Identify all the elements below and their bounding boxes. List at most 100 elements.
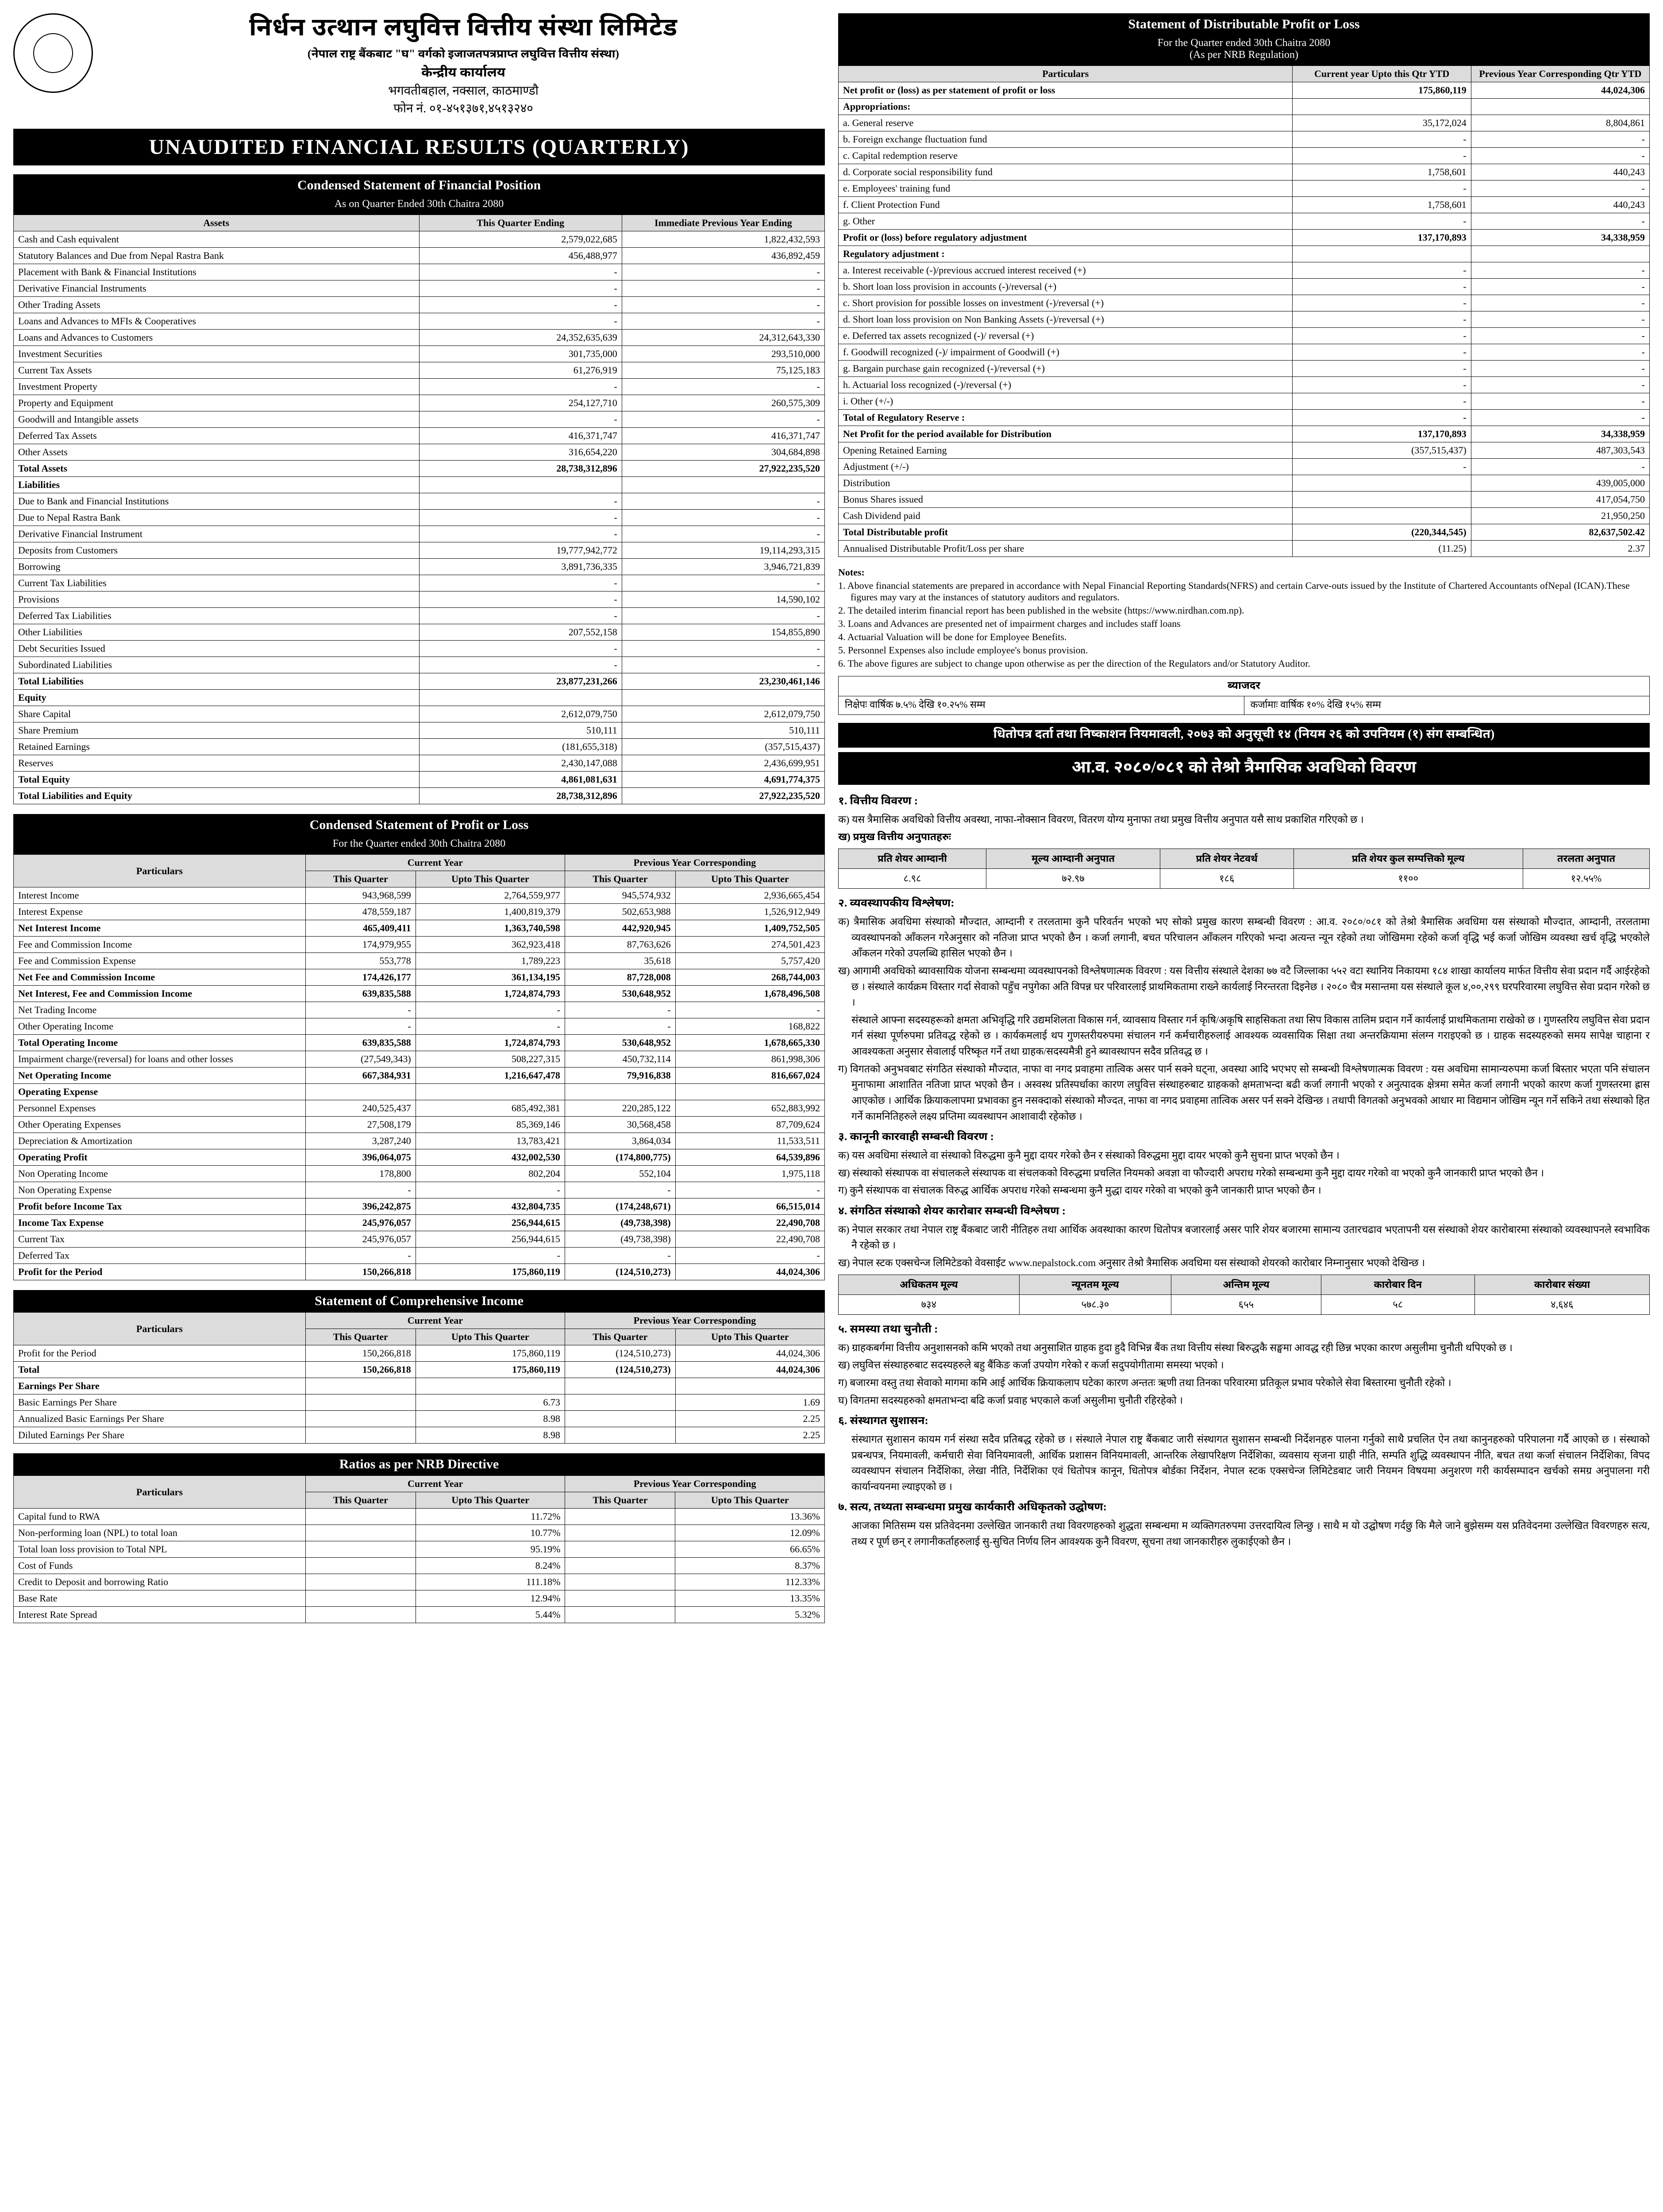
cell: 2,764,559,977 (416, 887, 565, 904)
table-row: Interest Income943,968,5992,764,559,9779… (14, 887, 825, 904)
cell: g. Other (839, 213, 1293, 230)
cell: - (1293, 311, 1471, 328)
dist-np-l: Net profit or (loss) as per statement of… (839, 82, 1293, 99)
table-row: Deferred Tax Liabilities-- (14, 608, 825, 624)
cell (305, 1607, 416, 1623)
cell: Other Assets (14, 444, 420, 461)
cell: - (1471, 262, 1649, 279)
cell: 1,724,874,793 (416, 986, 565, 1002)
dist-sub2-text: (As per NRB Regulation) (1190, 49, 1298, 61)
col-this-q: This Quarter Ending (419, 215, 622, 231)
ratio-tq2: This Quarter (565, 1492, 675, 1509)
table-row: b. Short loan loss provision in accounts… (839, 279, 1650, 295)
s3c: ग) कुनै संस्थापक वा संचालक विरुद्ध आर्थि… (838, 1183, 1650, 1198)
ratio-utq1: Upto This Quarter (416, 1492, 565, 1509)
cell: 667,384,931 (305, 1068, 416, 1084)
cell: Impairment charge/(reversal) for loans a… (14, 1051, 306, 1068)
table-row: Interest Expense478,559,1871,400,819,379… (14, 904, 825, 920)
cell: 1,678,496,508 (675, 986, 824, 1002)
cell: Net Operating Income (14, 1068, 306, 1084)
appr-header: Appropriations: (839, 99, 1293, 115)
cell: 87,709,624 (675, 1117, 824, 1133)
comp-table: Particulars Current Year Previous Year C… (13, 1312, 825, 1444)
ratio-header-cell: प्रति शेयर नेटवर्थ (1160, 849, 1293, 869)
cell: 13,783,421 (416, 1133, 565, 1149)
rate-header: ब्याजदर (839, 676, 1649, 696)
table-row: Opening Retained Earning(357,515,437)487… (839, 442, 1650, 459)
cell: - (305, 1248, 416, 1264)
table-row: Capital fund to RWA11.72%13.36% (14, 1509, 825, 1525)
cell: 8.98 (416, 1427, 565, 1444)
header: निर्धन उत्थान लघुवित्त वित्तीय संस्था लि… (13, 13, 825, 118)
share-value-cell: ७३४ (839, 1294, 1020, 1314)
table-row: i. Other (+/-)-- (839, 393, 1650, 410)
table-row: Current Tax Assets61,276,91975,125,183 (14, 362, 825, 379)
cell: Distribution (839, 475, 1293, 492)
total-assets-py: 27,922,235,520 (622, 461, 824, 477)
cell: 35,618 (565, 953, 675, 969)
cell: Profit for the Period (14, 1345, 306, 1362)
cell (305, 1509, 416, 1525)
cell: - (1293, 295, 1471, 311)
cell: - (419, 641, 622, 657)
cell: 220,285,122 (565, 1100, 675, 1117)
cell: 260,575,309 (622, 395, 824, 411)
table-row: b. Foreign exchange fluctuation fund-- (839, 131, 1650, 148)
cell: (124,510,273) (565, 1264, 675, 1280)
cell: 12.94% (416, 1590, 565, 1607)
s4h: ४. संगठित संस्थाको शेयर कारोबार सम्बन्धी… (838, 1203, 1650, 1220)
s1b: ख) प्रमुख वित्तीय अनुपातहरुः (838, 829, 1650, 845)
cell: - (1293, 131, 1471, 148)
cell: 13.35% (675, 1590, 825, 1607)
cell: - (565, 1018, 675, 1035)
s5d: घ) विगतमा सदस्यहरुको क्षमताभन्दा बढि कर्… (838, 1393, 1650, 1409)
note-item: 3. Loans and Advances are presented net … (838, 618, 1650, 630)
total-liab-py: 23,230,461,146 (622, 673, 824, 690)
cell: 254,127,710 (419, 395, 622, 411)
cell: Current Tax Liabilities (14, 575, 420, 591)
table-row: Deposits from Customers19,777,942,77219,… (14, 542, 825, 559)
cell: - (419, 280, 622, 297)
cell: Deferred Tax (14, 1248, 306, 1264)
cell: - (416, 1018, 565, 1035)
cell: Investment Property (14, 379, 420, 395)
comp-part: Particulars (14, 1313, 306, 1345)
cell: Non-performing loan (NPL) to total loan (14, 1525, 306, 1541)
share-header-cell: अन्तिम मूल्य (1171, 1275, 1321, 1294)
ann-l: Annualised Distributable Profit/Loss per… (839, 541, 1293, 557)
cell: 24,352,635,639 (419, 330, 622, 346)
netavail-2: 34,338,959 (1471, 426, 1649, 442)
table-row: f. Client Protection Fund1,758,601440,24… (839, 197, 1650, 213)
cell: 5,757,420 (675, 953, 824, 969)
pbra-2: 34,338,959 (1471, 230, 1649, 246)
cell: Derivative Financial Instruments (14, 280, 420, 297)
table-row: Current Tax Liabilities-- (14, 575, 825, 591)
cell: - (419, 493, 622, 510)
s4b: ख) नेपाल स्टक एक्सचेन्ज लिमिटेडको वेवसाई… (838, 1255, 1650, 1271)
address: भगवतीबहाल, नक्साल, काठमाण्डौ (102, 84, 825, 100)
ratio-value-cell: १२.५५% (1523, 869, 1649, 889)
table-row: h. Actuarial loss recognized (-)/reversa… (839, 377, 1650, 393)
table-row: Due to Nepal Rastra Bank-- (14, 510, 825, 526)
cell: Investment Securities (14, 346, 420, 362)
table-row: Diluted Earnings Per Share8.982.25 (14, 1427, 825, 1444)
cell: 8,804,861 (1471, 115, 1649, 131)
cell: Base Rate (14, 1590, 306, 1607)
table-row: Net Trading Income---- (14, 1002, 825, 1018)
table-row: Share Premium510,111510,111 (14, 722, 825, 739)
notes-title: Notes: (838, 567, 1650, 578)
cell: Loans and Advances to MFIs & Cooperative… (14, 313, 420, 330)
cell: 1,400,819,379 (416, 904, 565, 920)
loan-rate: कर्जामाः वार्षिक १०% देखि १५% सम्म (1244, 696, 1650, 714)
cell: - (1471, 328, 1649, 344)
cell: - (565, 1182, 675, 1198)
table-row: a. General reserve35,172,0248,804,861 (839, 115, 1650, 131)
cell: - (565, 1248, 675, 1264)
cell: Cash Dividend paid (839, 508, 1293, 524)
dist-np-2: 44,024,306 (1471, 82, 1649, 99)
cell: 2,579,022,685 (419, 231, 622, 248)
cell: - (622, 641, 824, 657)
note-item: 6. The above figures are subject to chan… (838, 658, 1650, 669)
opex-header: Operating Expense (14, 1084, 306, 1100)
cell (565, 1558, 675, 1574)
